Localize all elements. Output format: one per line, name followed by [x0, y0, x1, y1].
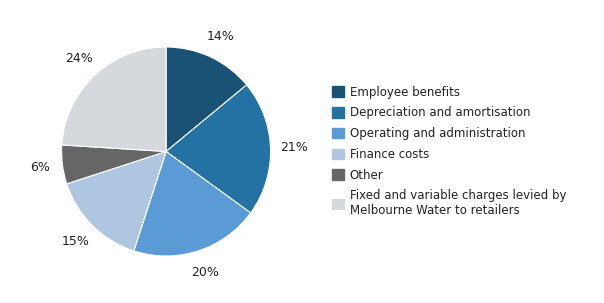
Wedge shape: [134, 152, 251, 256]
Wedge shape: [62, 145, 166, 184]
Legend: Employee benefits, Depreciation and amortisation, Operating and administration, : Employee benefits, Depreciation and amor…: [332, 86, 567, 217]
Text: 15%: 15%: [62, 235, 90, 248]
Wedge shape: [166, 47, 246, 152]
Text: 14%: 14%: [207, 30, 234, 43]
Wedge shape: [166, 85, 271, 213]
Wedge shape: [62, 47, 166, 152]
Text: 21%: 21%: [280, 141, 307, 154]
Text: 24%: 24%: [65, 52, 93, 65]
Wedge shape: [66, 152, 166, 251]
Text: 20%: 20%: [191, 266, 219, 279]
Text: 6%: 6%: [30, 161, 50, 174]
